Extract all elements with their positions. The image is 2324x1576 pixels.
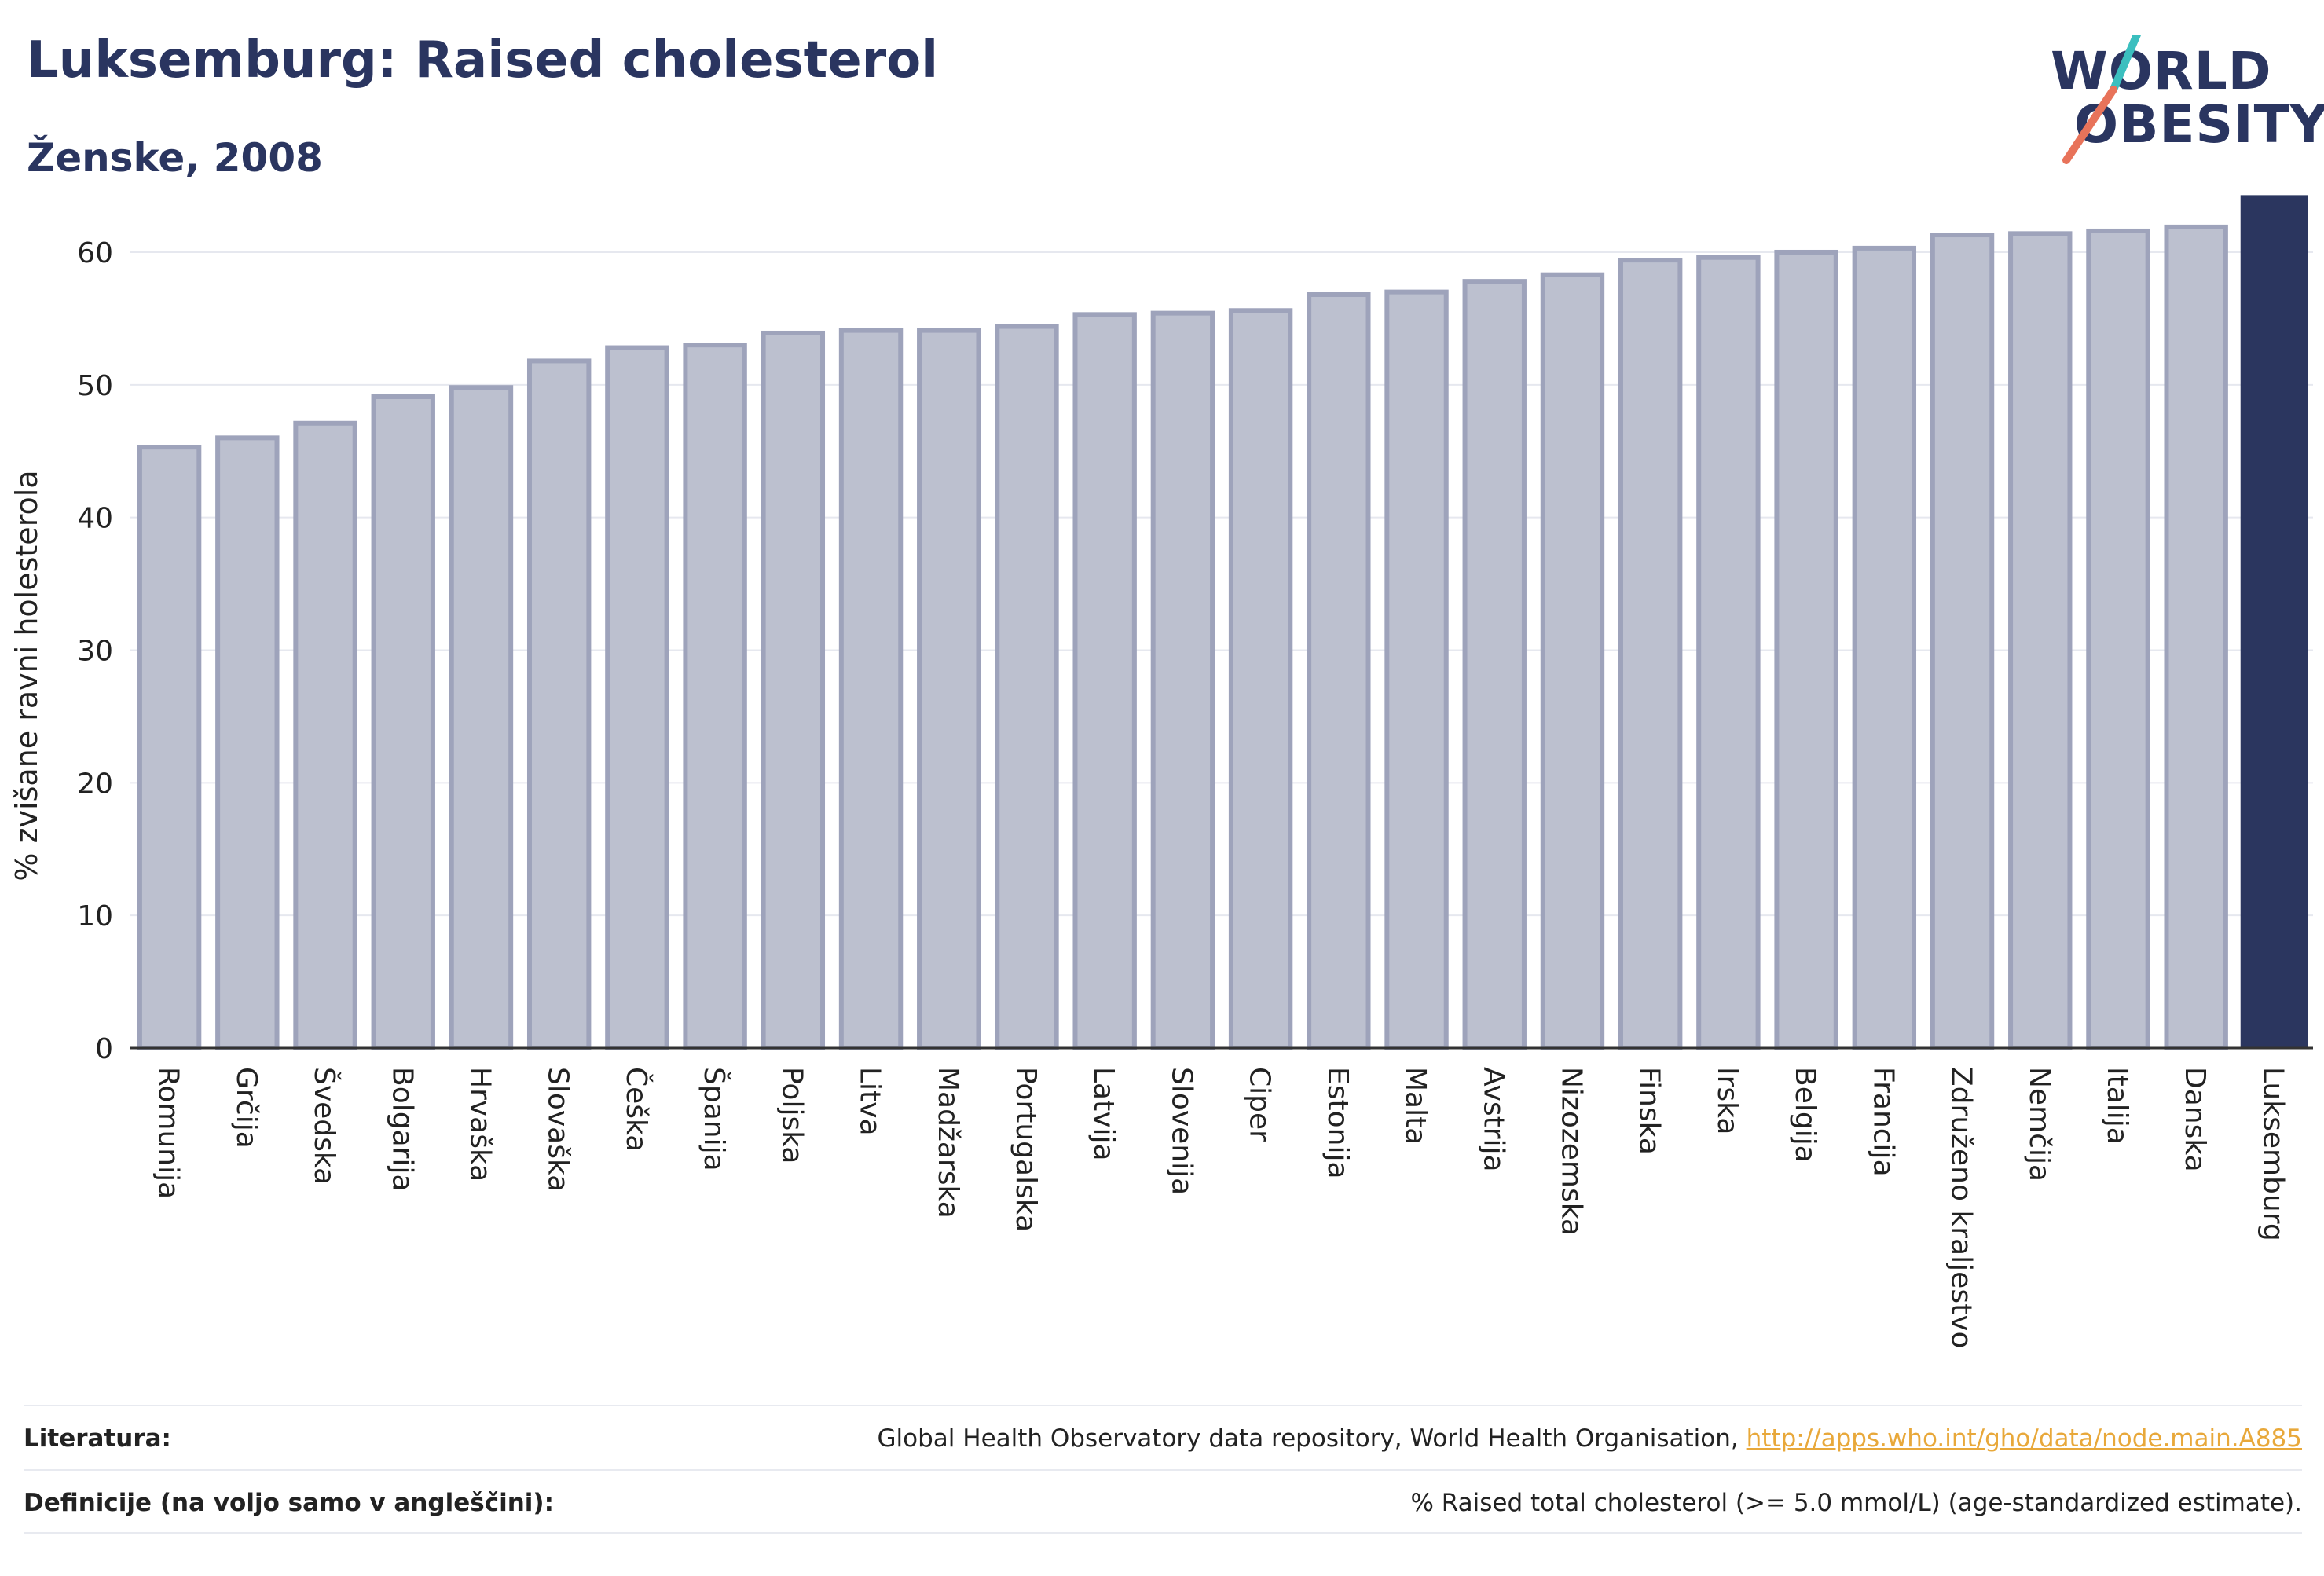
bar	[137, 445, 202, 1050]
x-tick-label: Malta	[1399, 1067, 1431, 1145]
x-tick-label: Irska	[1711, 1067, 1743, 1134]
bar	[1540, 272, 1605, 1050]
x-tick-label: Grčija	[230, 1067, 262, 1149]
footer-definition-row: Definicije (na voljo samo v angleščini):…	[24, 1469, 2302, 1535]
footer-literature-row: Literatura: Global Health Observatory da…	[24, 1405, 2302, 1471]
x-tick-label: Španija	[698, 1067, 731, 1171]
bar	[838, 328, 904, 1050]
x-tick-label: Romunija	[152, 1067, 185, 1199]
bar	[1307, 292, 1371, 1050]
x-tick-label: Hrvaška	[464, 1067, 496, 1182]
x-tick-label: Švedska	[308, 1067, 341, 1185]
x-tick-label: Latvija	[1087, 1067, 1120, 1161]
bar	[683, 343, 747, 1050]
y-tick-label: 20	[77, 768, 113, 800]
bar	[1462, 279, 1527, 1051]
bar	[605, 345, 669, 1050]
x-tick-label: Portugalska	[1010, 1067, 1042, 1232]
x-tick-label: Estonija	[1321, 1067, 1354, 1179]
literature-source: Global Health Observatory data repositor…	[878, 1424, 2302, 1453]
x-tick-label: Poljska	[775, 1067, 808, 1164]
bar	[526, 358, 592, 1050]
chart-title: Luksemburg: Raised cholesterol	[27, 31, 939, 90]
bar	[371, 394, 435, 1051]
x-tick-label: Luksemburg	[2256, 1067, 2289, 1241]
x-tick-label: Litva	[854, 1067, 886, 1136]
y-tick-label: 10	[77, 900, 113, 933]
bar	[1384, 289, 1449, 1050]
bar	[2086, 228, 2150, 1051]
literature-label: Literatura:	[24, 1424, 171, 1453]
logo-slash-icon	[2062, 35, 2141, 164]
bar	[293, 420, 357, 1050]
bar	[1852, 245, 1917, 1050]
x-tick-label: Češka	[620, 1067, 653, 1152]
x-tick-label: Nizozemska	[1555, 1067, 1587, 1236]
logo-text-obesity: OBESITY	[2074, 94, 2324, 155]
bar	[917, 328, 981, 1050]
bar	[1774, 249, 1838, 1050]
bar-chart: 0 10 20 30 40 50 60 Romunija Grčija Švedska Bolgar…	[77, 195, 2313, 1349]
bar	[1150, 310, 1215, 1050]
bar	[1618, 258, 1683, 1050]
x-tick-label: Ciper	[1244, 1067, 1276, 1142]
y-tick-label: 30	[77, 635, 113, 667]
literature-text: Global Health Observatory data repositor…	[877, 1424, 1747, 1453]
footer-divider	[24, 1532, 2302, 1534]
bar	[1930, 233, 1995, 1050]
x-tick-label: Bolgarija	[386, 1067, 418, 1192]
bar	[761, 330, 826, 1050]
bar	[2240, 195, 2308, 1049]
chart-subtitle: Ženske, 2008	[27, 135, 323, 181]
x-tick-label: Belgija	[1789, 1067, 1821, 1163]
y-tick-label: 50	[77, 370, 113, 402]
x-tick-label: Italija	[2101, 1067, 2133, 1145]
bar	[215, 435, 280, 1050]
x-tick-label: Nemčija	[2023, 1067, 2055, 1182]
x-tick-label: Danska	[2179, 1067, 2211, 1172]
x-tick-label: Francija	[1867, 1067, 1899, 1177]
logo-text-world: WORLD	[2051, 41, 2272, 101]
bar	[449, 385, 514, 1051]
x-tick-label: Slovaška	[542, 1067, 574, 1192]
x-tick-label: Slovenija	[1165, 1067, 1197, 1195]
x-tick-label: Finska	[1633, 1067, 1666, 1155]
bar	[1072, 312, 1137, 1050]
y-tick-label: 0	[95, 1033, 113, 1065]
bar	[1696, 255, 1761, 1050]
definition-label: Definicije (na voljo samo v angleščini):	[24, 1489, 554, 1517]
x-tick-label: Madžarska	[932, 1067, 964, 1219]
bar	[1228, 308, 1293, 1050]
bar	[2008, 231, 2073, 1051]
definition-text: % Raised total cholesterol (>= 5.0 mmol/…	[1410, 1489, 2302, 1517]
world-obesity-logo: WORLD OBESITY	[2051, 35, 2324, 168]
bar	[995, 324, 1059, 1050]
bar	[2164, 224, 2228, 1050]
x-tick-label: Avstrija	[1477, 1067, 1509, 1172]
y-tick-label: 60	[77, 237, 113, 269]
y-tick-label: 40	[77, 503, 113, 535]
literature-link[interactable]: http://apps.who.int/gho/data/node.main.A…	[1746, 1424, 2302, 1453]
x-tick-label: Združeno kraljestvo	[1945, 1067, 1978, 1349]
